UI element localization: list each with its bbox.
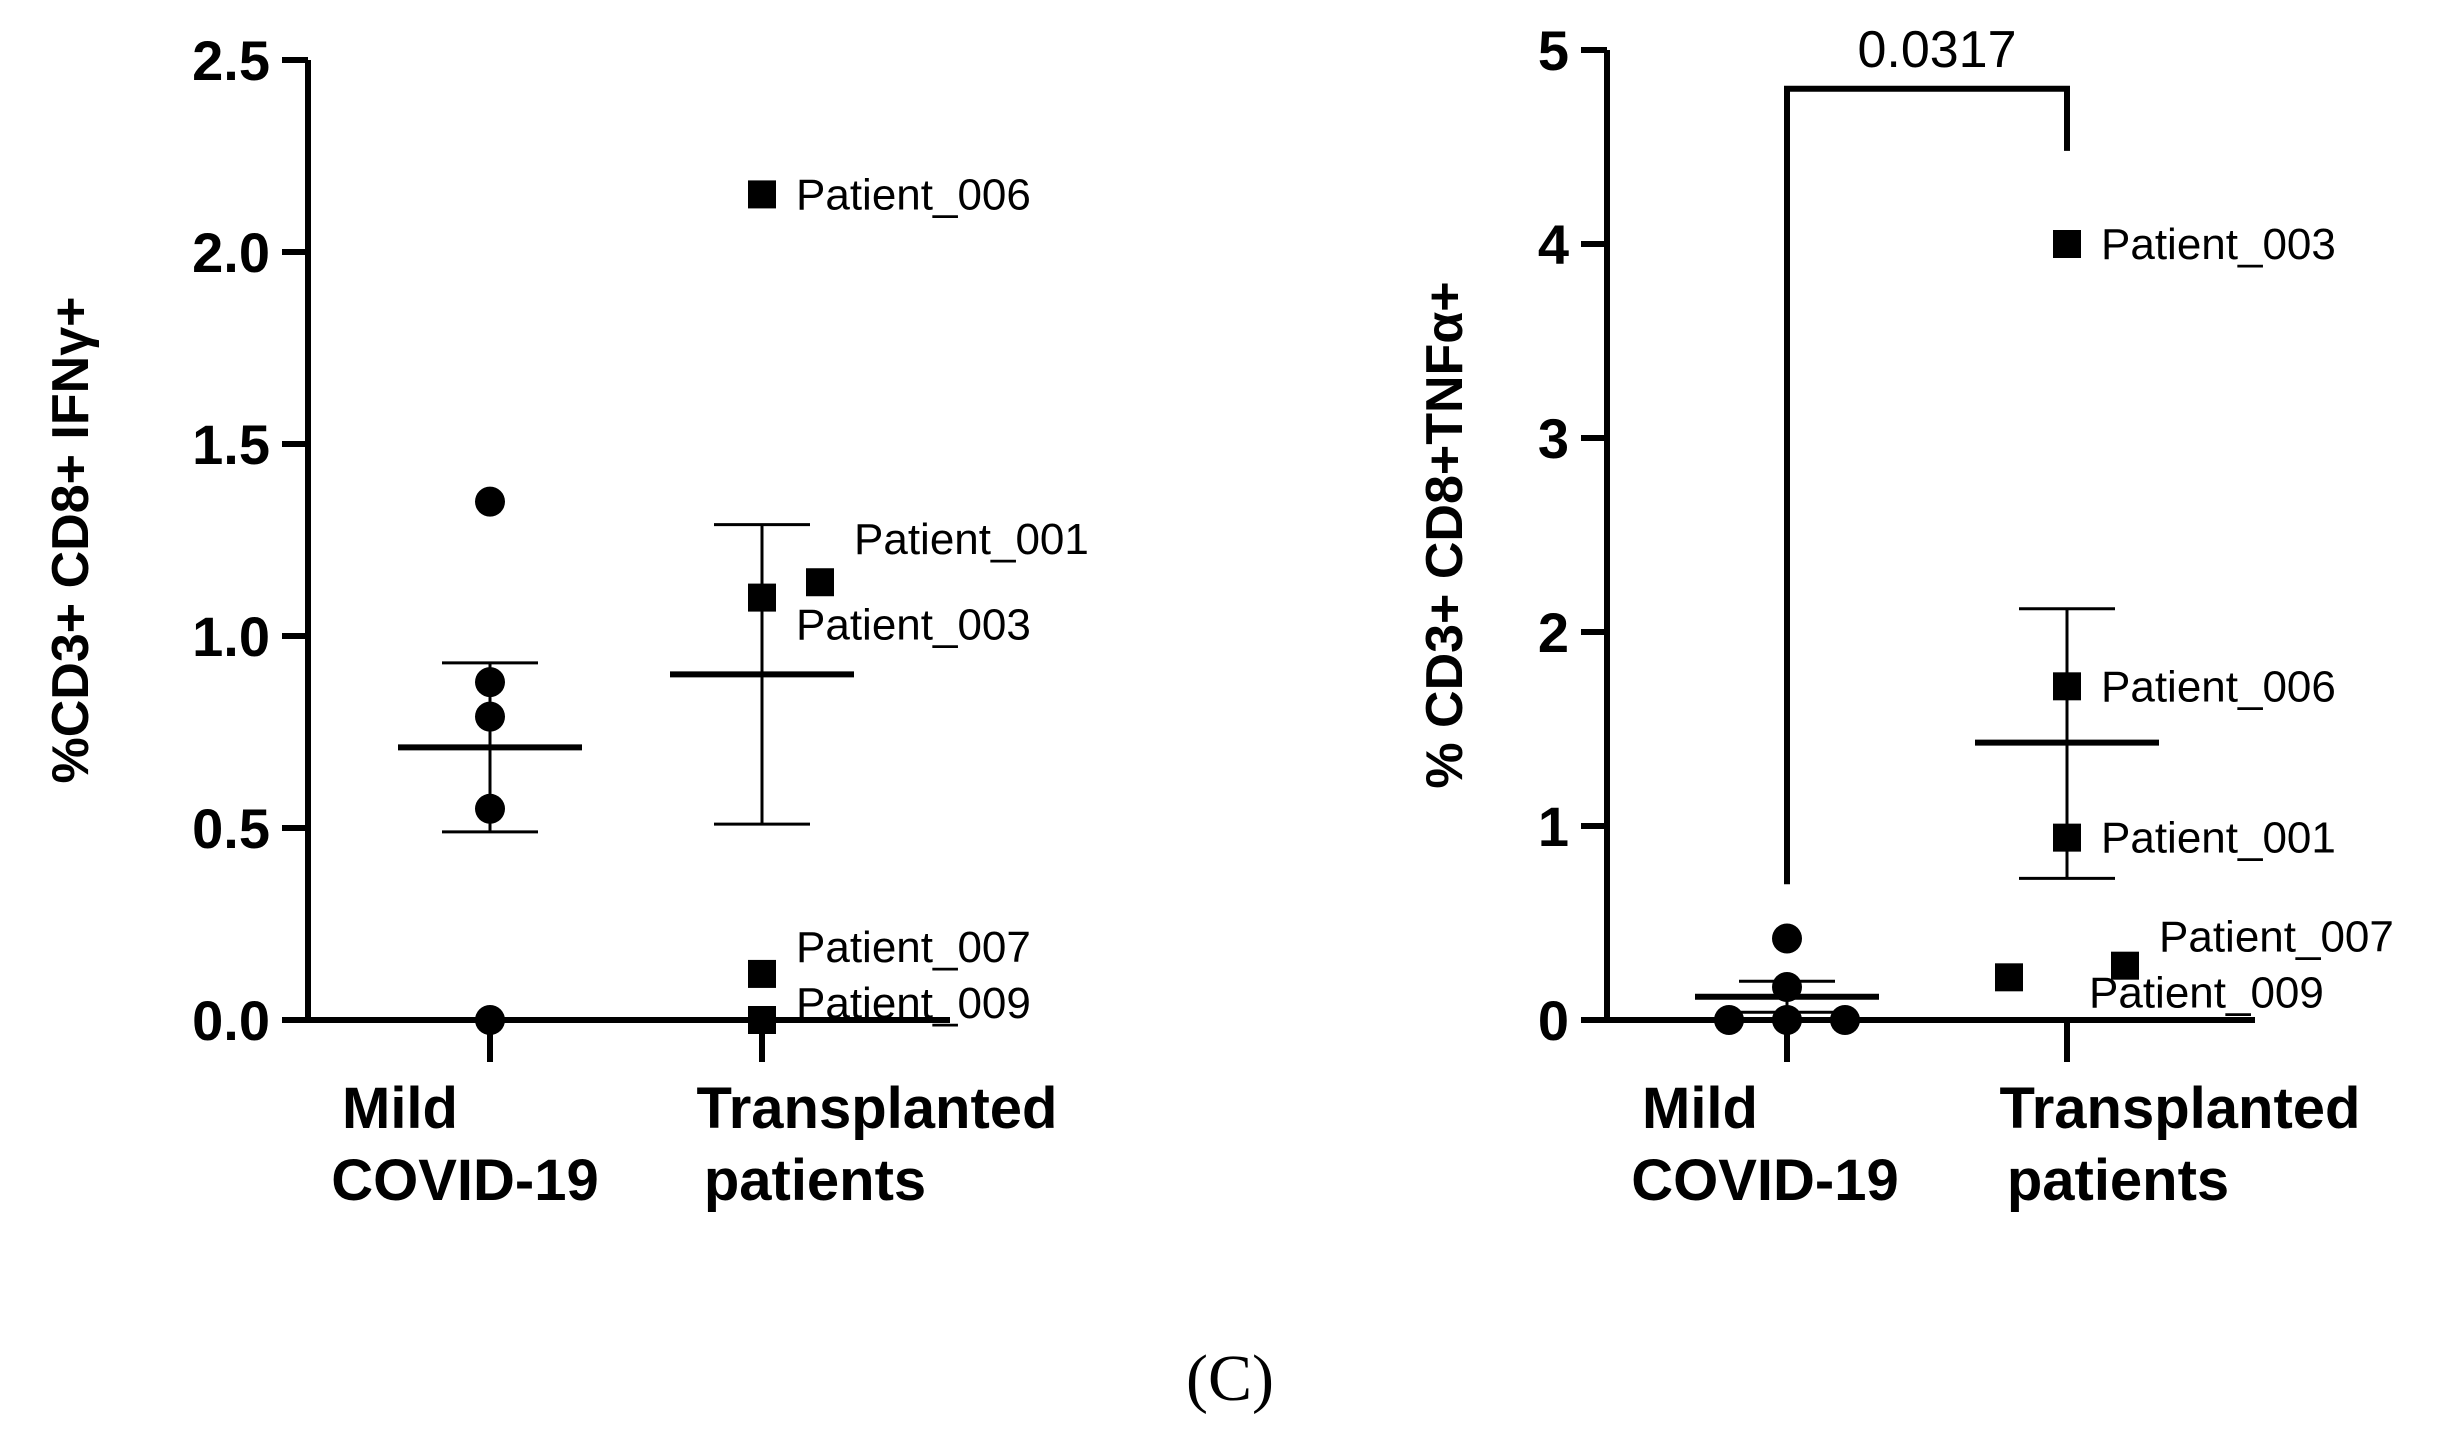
y-tick-label: 1.5 bbox=[192, 413, 270, 476]
data-point-square bbox=[2053, 230, 2081, 258]
data-point-square bbox=[2053, 672, 2081, 701]
point-label: Patient_007 bbox=[2159, 913, 2394, 962]
data-point-circle bbox=[475, 1005, 505, 1035]
y-tick-label: 2.5 bbox=[192, 29, 270, 92]
data-point-circle bbox=[475, 701, 505, 732]
point-label: Patient_007 bbox=[796, 923, 1031, 972]
data-point-square bbox=[748, 180, 776, 209]
data-point-square bbox=[748, 959, 776, 988]
point-label: Patient_006 bbox=[796, 170, 1031, 219]
data-point-square bbox=[2111, 951, 2139, 980]
y-tick-label: 0.0 bbox=[192, 989, 270, 1052]
p-value-label: 0.0317 bbox=[1857, 21, 2016, 79]
point-label: Patient_003 bbox=[2101, 220, 2336, 269]
x-tick-label: Transplanted bbox=[2000, 1076, 2361, 1141]
point-label: Patient_003 bbox=[796, 601, 1031, 650]
data-point-circle bbox=[475, 667, 505, 698]
data-point-circle bbox=[1772, 923, 1802, 954]
chart-tnfa: 0 1 2 3 4 5 Mild COVID-19 Transplanted patients % … bbox=[1416, 19, 2394, 1213]
x-tick-label: COVID-19 bbox=[331, 1148, 599, 1213]
x-tick-label: COVID-19 bbox=[1631, 1148, 1899, 1213]
data-point-square bbox=[1995, 963, 2023, 992]
point-label: Patient_006 bbox=[2101, 662, 2336, 711]
x-tick-label: patients bbox=[2007, 1148, 2229, 1213]
data-point-circle bbox=[1830, 1005, 1860, 1035]
data-point-circle bbox=[1772, 1005, 1802, 1035]
data-point-square bbox=[806, 568, 834, 597]
y-tick-label: 0.5 bbox=[192, 797, 270, 860]
x-tick-label: Mild bbox=[1642, 1076, 1758, 1141]
panel-label: (C) bbox=[1186, 1342, 1274, 1415]
y-tick-label: 2 bbox=[1538, 601, 1569, 664]
y-tick-label: 3 bbox=[1538, 407, 1569, 470]
point-label: Patient_009 bbox=[796, 979, 1031, 1028]
data-point-square bbox=[2053, 823, 2081, 852]
x-tick-label: patients bbox=[704, 1148, 926, 1213]
x-tick-label: Mild bbox=[342, 1076, 458, 1141]
y-tick-label: 2.0 bbox=[192, 221, 270, 284]
data-point-square bbox=[748, 1006, 776, 1034]
y-tick-label: 4 bbox=[1538, 213, 1569, 276]
y-tick-label: 5 bbox=[1538, 19, 1569, 82]
y-axis-label: % CD3+ CD8+TNFα+ bbox=[1416, 281, 1474, 788]
significance-bracket bbox=[1784, 85, 2070, 885]
point-label: Patient_009 bbox=[2089, 968, 2324, 1017]
data-point-circle bbox=[1772, 972, 1802, 1003]
data-point-circle bbox=[475, 793, 505, 824]
point-label: Patient_001 bbox=[2101, 814, 2336, 863]
data-point-square bbox=[748, 583, 776, 612]
x-tick-label: Transplanted bbox=[697, 1076, 1058, 1141]
y-axis-label: %CD3+ CD8+ IFNγ+ bbox=[42, 297, 100, 784]
point-label: Patient_001 bbox=[854, 515, 1089, 564]
y-tick-label: 1.0 bbox=[192, 605, 270, 668]
data-point-circle bbox=[475, 486, 505, 517]
y-tick-label: 0 bbox=[1538, 989, 1569, 1052]
chart-ifng: 0.0 0.5 1.0 1.5 2.0 2.5 Mild COVID-19 Transplant… bbox=[42, 29, 1089, 1213]
data-point-circle bbox=[1714, 1005, 1744, 1035]
y-tick-label: 1 bbox=[1538, 795, 1569, 858]
